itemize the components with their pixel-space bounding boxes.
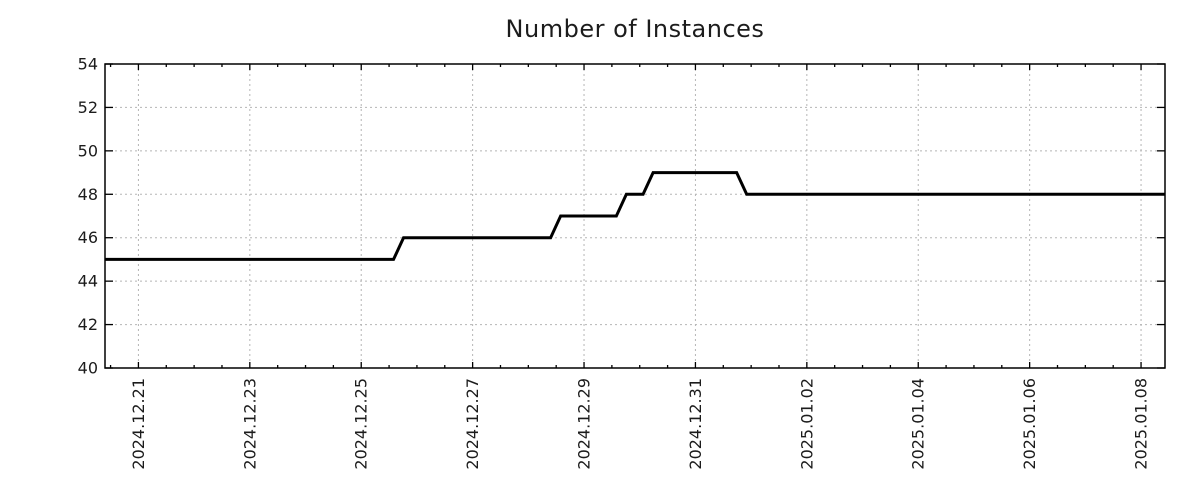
y-tick-label: 40 xyxy=(78,359,98,378)
gridlines xyxy=(105,64,1165,368)
x-tick-label: 2024.12.21 xyxy=(129,378,148,470)
y-tick-label: 48 xyxy=(78,185,98,204)
x-tick-label: 2024.12.27 xyxy=(463,378,482,470)
x-tick-label: 2024.12.25 xyxy=(352,378,371,470)
x-tick-label: 2025.01.04 xyxy=(909,378,928,470)
x-tick-label: 2025.01.08 xyxy=(1132,378,1151,470)
axis-ticks xyxy=(105,63,1165,369)
y-tick-label: 46 xyxy=(78,228,98,247)
y-tick-label: 54 xyxy=(78,55,98,74)
x-tick-label: 2025.01.06 xyxy=(1020,378,1039,470)
x-tick-label: 2025.01.02 xyxy=(797,378,816,470)
plot-border xyxy=(104,63,1166,369)
y-axis-labels: 40 42 44 46 48 50 52 54 xyxy=(78,55,98,378)
y-tick-label: 52 xyxy=(78,98,98,117)
x-tick-label: 2024.12.23 xyxy=(240,378,259,470)
data-line xyxy=(105,171,1165,261)
x-axis-labels: 2024.12.21 2024.12.23 2024.12.25 2024.12.27… xyxy=(129,378,1151,470)
y-tick-label: 50 xyxy=(78,141,98,160)
chart-title: Number of Instances xyxy=(505,15,765,43)
x-tick-label: 2024.12.29 xyxy=(575,378,594,470)
x-tick-label: 2024.12.31 xyxy=(686,378,705,470)
y-tick-label: 44 xyxy=(78,272,98,291)
y-tick-label: 42 xyxy=(78,315,98,334)
